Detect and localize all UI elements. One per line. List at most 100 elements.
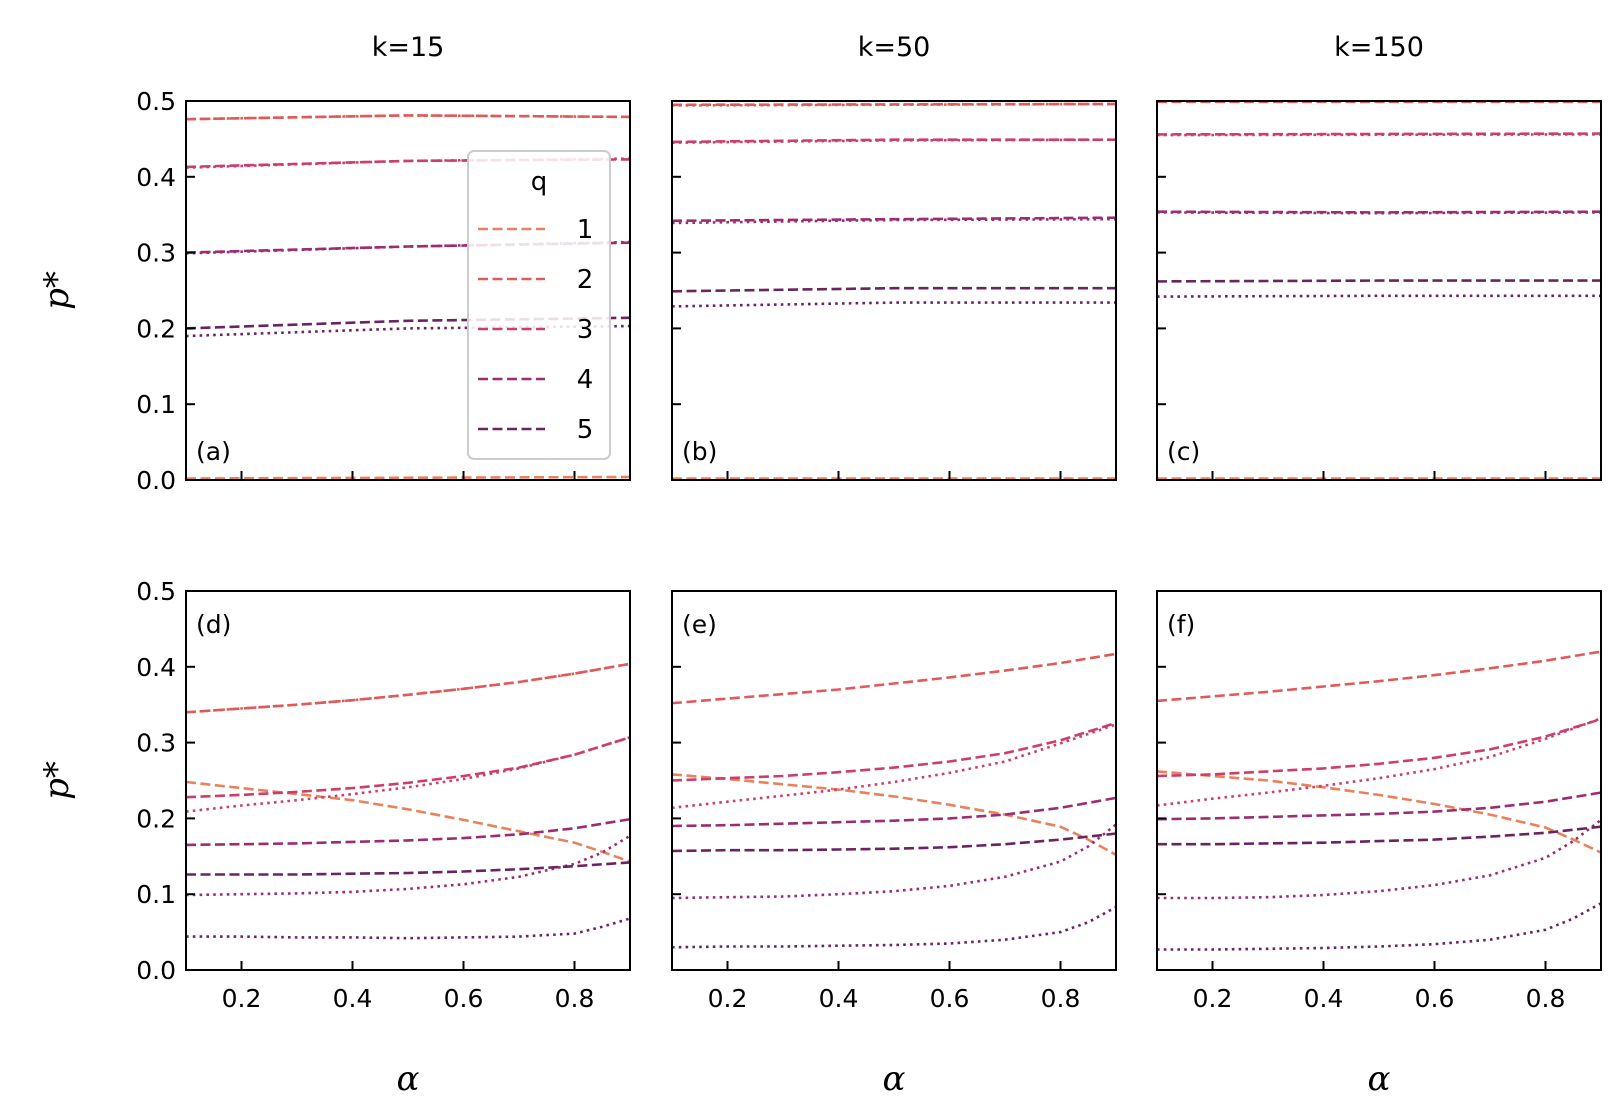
series-line-q3-dotted [1157,717,1601,807]
column-title: k=15 [372,32,445,63]
y-axis-label: p* [37,761,77,800]
legend-label: 5 [577,415,594,445]
legend-box [467,150,611,460]
series-line-q5-dotted [186,917,630,940]
y-tick-label: 0.1 [136,390,176,419]
panel-label: (e) [682,610,717,639]
series-line-q4-dotted [672,823,1116,900]
x-axis-label: α [883,1059,906,1099]
legend-label: 1 [577,215,594,245]
series-line-q2-dashed [672,102,1116,107]
x-tick-label: 0.8 [1526,984,1566,1013]
panel-label: (d) [196,610,231,639]
column-title: k=50 [858,32,931,63]
series-line-q2-dashed [186,114,630,121]
series-group [1157,650,1601,951]
series-line-q5-dotted [1157,902,1601,951]
series-line-q1-dashed [186,475,630,480]
axes-frame [185,100,631,481]
series-line-q4-dashed [672,216,1116,223]
series-line-q2-dashed [1157,650,1601,703]
series-group [1157,101,1601,480]
series-line-q1-dashed [672,773,1116,856]
panel-f: 0.2 0.4 0.6 0.8 (f) α [1156,590,1602,1099]
legend-item: 1 [478,215,593,245]
legend-label: 2 [577,265,594,295]
series-line-q2-dashed [186,662,630,714]
y-tick-label: 0.4 [136,163,176,192]
series-line-q5-dashed [672,832,1116,853]
legend-title: q [531,167,548,197]
legend: q1 2 3 4 5 [467,150,611,460]
series-line-q4-dashed [186,817,630,847]
series-line-q5-dotted [672,301,1116,308]
series-line-q5-dashed [186,861,630,876]
x-tick-label: 0.8 [555,984,595,1013]
x-tick-label: 0.2 [1193,984,1233,1013]
panel-label: (b) [682,437,717,466]
series-line-q3-dashed [186,736,630,799]
y-tick-label: 0.5 [136,87,176,116]
x-axis-label: α [397,1059,420,1099]
axes-frame [671,590,1117,971]
legend-label: 3 [577,315,594,345]
x-tick-label: 0.2 [708,984,748,1013]
y-tick-label: 0.4 [136,653,176,682]
panel-c: (c) k=150 [1156,32,1602,481]
x-tick-label: 0.2 [222,984,262,1013]
series-line-q4-dotted [1157,818,1601,900]
series-line-q4-dotted [186,834,630,897]
series-group [672,102,1116,480]
column-title: k=150 [1334,32,1424,63]
axes-frame [671,100,1117,481]
x-tick-label: 0.4 [819,984,859,1013]
y-tick-label: 0.2 [136,314,176,343]
legend-item: 4 [478,365,593,395]
axes-frame [185,590,631,971]
series-line-q1-dashed [186,780,630,863]
series-line-q5-dashed [1157,279,1601,283]
series-line-q5-dashed [672,286,1116,293]
y-tick-label: 0.3 [136,729,176,758]
series-line-q5-dotted [1157,294,1601,298]
series-line-q2-dotted [186,662,630,714]
series-line-q4-dashed [1157,791,1601,821]
series-line-q3-dotted [672,723,1116,810]
x-tick-label: 0.6 [1415,984,1455,1013]
y-tick-label: 0.2 [136,804,176,833]
series-line-q3-dotted [186,736,630,813]
axes-frame [1156,590,1602,971]
x-tick-label: 0.8 [1041,984,1081,1013]
legend-item: 2 [478,265,593,295]
y-tick-label: 0.5 [136,577,176,606]
series-line-q2-dashed [672,652,1116,705]
y-axis-label: p* [37,271,77,310]
series-line-q4-dashed [1157,210,1601,214]
legend-item: 5 [478,415,593,445]
series-group [186,662,630,940]
y-tick-label: 0.3 [136,239,176,268]
series-line-q5-dotted [672,905,1116,949]
panel-d: 0.0 0.1 0.2 0.3 0.4 0.5 0.2 0.4 0.6 0.8 (d) p* α [37,577,631,1099]
panel-label: (a) [196,437,231,466]
legend-label: 4 [577,365,594,395]
series-line-q4-dashed [672,796,1116,828]
series-line-q3-dashed [1157,132,1601,136]
panel-b: (b) k=50 [671,32,1117,481]
panel-e: 0.2 0.4 0.6 0.8 (e) α [671,590,1117,1099]
series-line-q3-dashed [1157,717,1601,778]
panel-a: 0.0 0.1 0.2 0.3 0.4 0.5 (a) k=15 p* [37,32,631,495]
x-tick-label: 0.6 [930,984,970,1013]
series-line-q5-dashed [1157,825,1601,846]
y-tick-label: 0.0 [136,956,176,985]
panel-label: (c) [1167,437,1200,466]
x-tick-label: 0.4 [1304,984,1344,1013]
series-line-q3-dashed [672,138,1116,144]
y-tick-label: 0.0 [136,466,176,495]
x-axis-label: α [1368,1059,1391,1099]
series-group [672,652,1116,949]
x-tick-label: 0.6 [444,984,484,1013]
axes-frame [1156,100,1602,481]
series-line-q1-dashed [1157,770,1601,854]
